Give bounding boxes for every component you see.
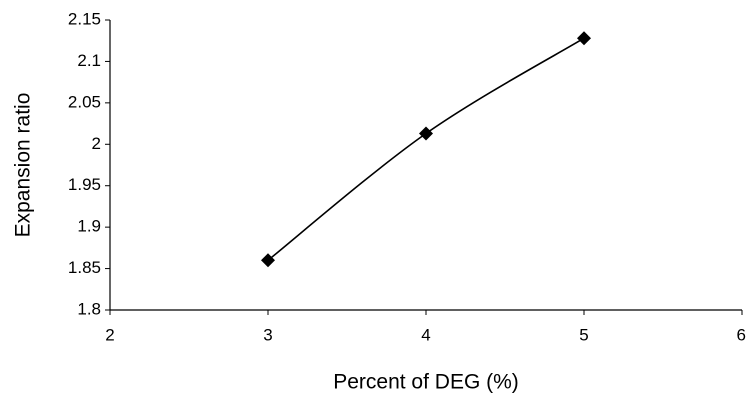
data-point bbox=[419, 127, 433, 141]
y-tick-label: 1.8 bbox=[77, 299, 101, 318]
x-axis-title: Percent of DEG (%) bbox=[333, 371, 519, 394]
data-point bbox=[577, 31, 591, 45]
data-line bbox=[268, 38, 584, 260]
y-tick-label: 1.85 bbox=[68, 258, 101, 277]
chart: Percent of DEG (%) Expansion ratio 1.8 1.… bbox=[0, 0, 747, 401]
y-axis-title: Expansion ratio bbox=[12, 93, 35, 238]
y-tick-label: 2.05 bbox=[68, 92, 101, 111]
y-tick-label: 2.1 bbox=[77, 51, 101, 70]
x-tick-label: 3 bbox=[263, 325, 272, 344]
x-tick-label: 5 bbox=[579, 325, 588, 344]
y-tick-label: 1.9 bbox=[77, 217, 101, 236]
x-tick-label: 2 bbox=[105, 325, 114, 344]
y-tick-label: 1.95 bbox=[68, 175, 101, 194]
x-tick-label: 4 bbox=[421, 325, 430, 344]
y-tick-label: 2 bbox=[92, 134, 101, 153]
page: {"chart_data": {"type": "line", "x_label… bbox=[0, 0, 747, 401]
x-tick-label: 6 bbox=[737, 325, 746, 344]
y-tick-label: 2.15 bbox=[68, 9, 101, 28]
